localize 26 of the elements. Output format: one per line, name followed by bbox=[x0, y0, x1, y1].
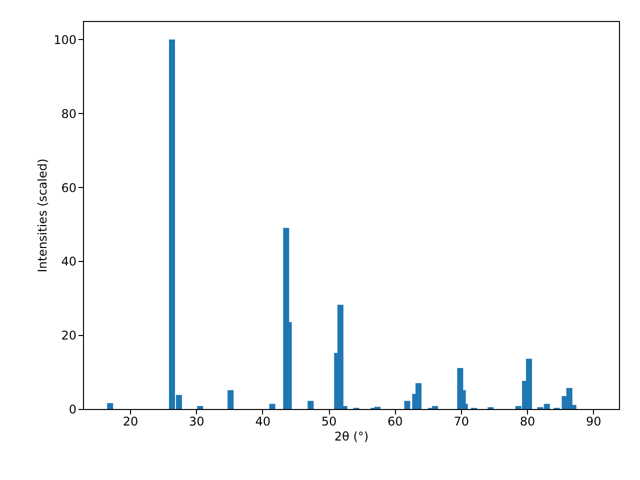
y-tick-label: 0 bbox=[68, 402, 76, 416]
bar bbox=[228, 390, 234, 409]
bar bbox=[526, 358, 532, 409]
bar bbox=[415, 383, 422, 409]
bar bbox=[269, 404, 276, 409]
y-tick-label: 100 bbox=[54, 32, 76, 47]
x-axis-title: 2θ (°) bbox=[334, 430, 369, 444]
y-tick-label: 60 bbox=[61, 180, 76, 195]
bar bbox=[337, 304, 344, 409]
x-tick-label: 40 bbox=[255, 414, 270, 428]
x-tick-label: 80 bbox=[520, 414, 536, 428]
y-tick-label: 20 bbox=[61, 328, 76, 343]
bar bbox=[404, 400, 410, 409]
x-tick-label: 90 bbox=[586, 414, 602, 428]
y-tick-label: 40 bbox=[61, 254, 76, 269]
bar bbox=[107, 403, 114, 409]
x-tick-label: 30 bbox=[189, 414, 204, 428]
bar bbox=[197, 406, 204, 409]
y-tick-label: 80 bbox=[61, 106, 76, 121]
y-axis-title: Intensities (scaled) bbox=[36, 158, 50, 272]
x-tick-label: 50 bbox=[321, 414, 337, 428]
bar bbox=[432, 406, 438, 409]
bar bbox=[308, 400, 314, 409]
x-tick-label: 20 bbox=[122, 414, 138, 428]
x-tick-label: 60 bbox=[388, 414, 403, 428]
x-tick-label: 70 bbox=[454, 414, 469, 428]
